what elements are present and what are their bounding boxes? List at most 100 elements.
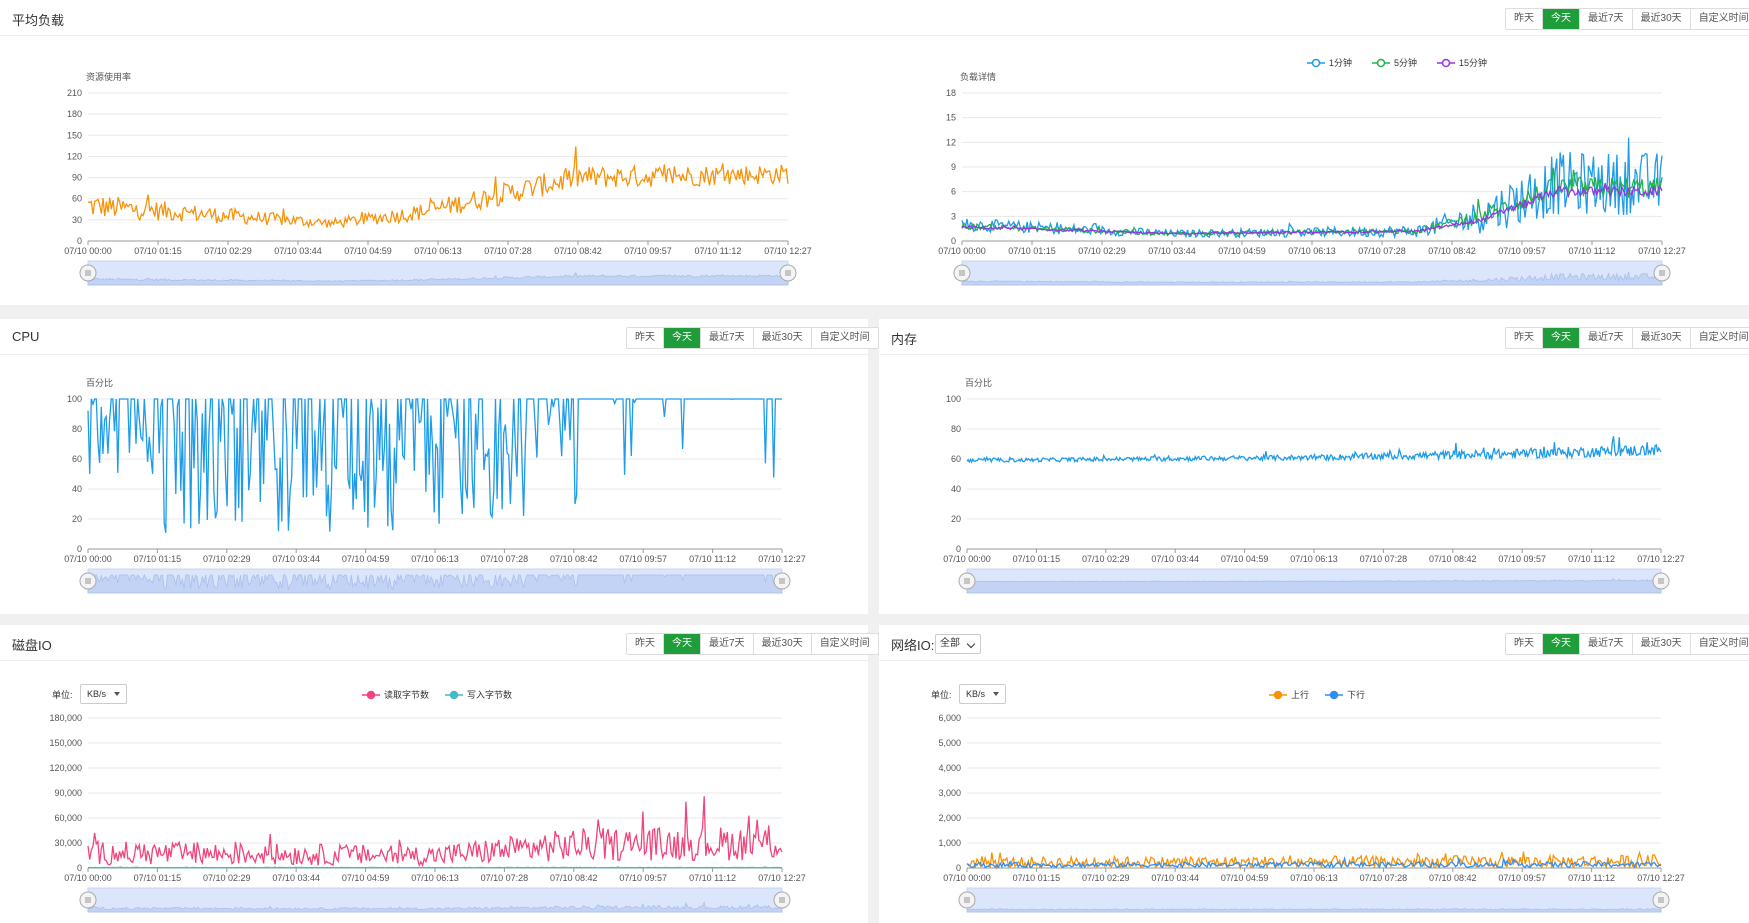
- range-button[interactable]: 昨天: [635, 332, 655, 343]
- cpu-panel: CPU 昨天 今天 最近7天 最近30天 自定义时间 百分比 0 20 40 60 80 100 07…: [0, 319, 879, 614]
- range-button[interactable]: 自定义时间: [1689, 634, 1749, 654]
- cpu-panel-title: CPU: [12, 329, 40, 344]
- x-tick-label: 07/10 08:42: [554, 246, 602, 256]
- range-button[interactable]: 最近30天: [1631, 328, 1690, 348]
- x-tick-label: 07/10 06:13: [1290, 873, 1338, 883]
- range-button[interactable]: 最近7天: [700, 634, 753, 654]
- load-detail-ylabel: 负载详情: [960, 71, 996, 82]
- range-button[interactable]: 今天: [1542, 328, 1579, 348]
- x-tick-label: 07/10 03:44: [272, 554, 320, 564]
- x-tick-label: 07/10 02:29: [1082, 554, 1130, 564]
- load-detail-zoom-slider[interactable]: [953, 260, 1671, 286]
- range-button[interactable]: 昨天: [1514, 332, 1534, 343]
- network-zoom-slider[interactable]: [958, 887, 1670, 913]
- slider-handle-right[interactable]: [1652, 891, 1670, 909]
- range-button[interactable]: 最近7天: [1579, 328, 1632, 348]
- disk-panel-title: 磁盘IO: [12, 638, 52, 653]
- slider-handle-left[interactable]: [79, 264, 97, 282]
- y-tick-label: 20: [72, 514, 82, 524]
- disk-zoom-slider[interactable]: [79, 887, 791, 913]
- x-tick-label: 07/10 09:57: [1498, 554, 1546, 564]
- x-tick-label: 07/10 12:27: [758, 873, 806, 883]
- memory-panel-title: 内存: [891, 332, 918, 347]
- range-button[interactable]: 昨天: [635, 638, 655, 649]
- y-tick-label: 210: [67, 88, 82, 98]
- slider-handle-left[interactable]: [958, 572, 976, 590]
- range-button[interactable]: 最近7天: [1579, 634, 1632, 654]
- slider-track[interactable]: [966, 887, 1662, 913]
- y-tick-label: 90,000: [54, 788, 82, 798]
- slider-handle-left[interactable]: [958, 891, 976, 909]
- slider-handle-right[interactable]: [773, 891, 791, 909]
- memory-series-0: [966, 436, 1662, 464]
- range-button[interactable]: 最近7天: [700, 328, 753, 348]
- x-tick-label: 07/10 08:42: [550, 873, 598, 883]
- grip-icon: [779, 578, 785, 584]
- range-button[interactable]: 最近30天: [752, 634, 811, 654]
- x-tick-label: 07/10 01:15: [1013, 554, 1061, 564]
- legend-item[interactable]: 上行: [1269, 689, 1309, 700]
- cpu-ylabel: 百分比: [86, 377, 113, 388]
- disk-range-buttons: 昨天 今天 最近7天 最近30天 自定义时间: [626, 633, 879, 655]
- slider-handle-left[interactable]: [79, 891, 97, 909]
- x-tick-label: 07/10 02:29: [204, 246, 252, 256]
- slider-handle-left[interactable]: [953, 264, 971, 282]
- y-tick-label: 60: [72, 454, 82, 464]
- range-button[interactable]: 最近30天: [1631, 634, 1690, 654]
- range-button[interactable]: 最近30天: [752, 328, 811, 348]
- range-button[interactable]: 自定义时间: [810, 634, 878, 654]
- range-button[interactable]: 自定义时间: [1689, 328, 1749, 348]
- x-tick-label: 07/10 06:13: [411, 554, 459, 564]
- disk-panel: 磁盘IO 昨天 今天 最近7天 最近30天 自定义时间 单位: KB/s 0 30,000…: [0, 625, 879, 923]
- slider-preview: [966, 578, 1662, 594]
- network-unit-select[interactable]: KB/s: [959, 684, 1007, 704]
- resource-zoom-slider[interactable]: [79, 260, 797, 286]
- y-tick-label: 0: [77, 863, 82, 873]
- range-button[interactable]: 今天: [663, 328, 700, 348]
- slider-handle-left[interactable]: [79, 572, 97, 590]
- range-button[interactable]: 自定义时间: [810, 328, 878, 348]
- x-tick-label: 07/10 06:13: [411, 873, 459, 883]
- disk-unit-select[interactable]: KB/s: [80, 684, 128, 704]
- load-range-buttons: 昨天 今天 最近7天 最近30天 自定义时间: [1505, 8, 1749, 30]
- legend-item[interactable]: 读取字节数: [362, 689, 429, 700]
- range-button[interactable]: 今天: [1542, 634, 1579, 654]
- x-tick-label: 07/10 00:00: [64, 873, 112, 883]
- slider-handle-right[interactable]: [773, 572, 791, 590]
- slider-handle-right[interactable]: [1652, 572, 1670, 590]
- disk-unit-value: KB/s: [87, 689, 107, 699]
- network-filter-select[interactable]: 全部: [935, 634, 981, 654]
- legend-item[interactable]: 写入字节数: [445, 689, 512, 700]
- range-button[interactable]: 最近7天: [1579, 9, 1632, 29]
- cpu-zoom-slider[interactable]: [79, 568, 791, 594]
- range-button[interactable]: 自定义时间: [1689, 9, 1749, 29]
- range-button[interactable]: 昨天: [1514, 638, 1534, 649]
- legend-item[interactable]: 15分钟: [1437, 57, 1487, 68]
- legend-item[interactable]: 1分钟: [1307, 57, 1352, 68]
- x-tick-label: 07/10 09:57: [619, 873, 667, 883]
- x-tick-label: 07/10 01:15: [1013, 873, 1061, 883]
- slider-handle-right[interactable]: [1653, 264, 1671, 282]
- cpu-panel-header: CPU 昨天 今天 最近7天 最近30天 自定义时间: [0, 319, 879, 355]
- legend-item[interactable]: 5分钟: [1372, 57, 1417, 68]
- x-tick-label: 07/10 11:12: [1568, 554, 1615, 564]
- legend-item[interactable]: 下行: [1325, 689, 1365, 700]
- memory-panel: 内存 昨天 今天 最近7天 最近30天 自定义时间 百分比 0 20 40 60 80 100 07/…: [879, 319, 1749, 614]
- x-tick-label: 07/10 09:57: [1498, 246, 1546, 256]
- y-tick-label: 100: [946, 394, 961, 404]
- slider-handle-right[interactable]: [779, 264, 797, 282]
- range-button[interactable]: 昨天: [1514, 13, 1534, 24]
- y-tick-label: 30: [72, 215, 82, 225]
- grip-icon: [779, 897, 785, 903]
- range-button[interactable]: 最近30天: [1631, 9, 1690, 29]
- memory-zoom-slider[interactable]: [958, 568, 1670, 594]
- x-tick-label: 07/10 00:00: [938, 246, 986, 256]
- x-tick-label: 07/10 04:59: [342, 873, 390, 883]
- range-button[interactable]: 今天: [1542, 9, 1579, 29]
- range-button[interactable]: 今天: [663, 634, 700, 654]
- x-tick-label: 07/10 04:59: [344, 246, 392, 256]
- memory-range-buttons: 昨天 今天 最近7天 最近30天 自定义时间: [1505, 327, 1749, 349]
- y-tick-label: 100: [67, 394, 82, 404]
- legend-marker: [449, 690, 459, 700]
- x-tick-label: 07/10 12:27: [1637, 873, 1685, 883]
